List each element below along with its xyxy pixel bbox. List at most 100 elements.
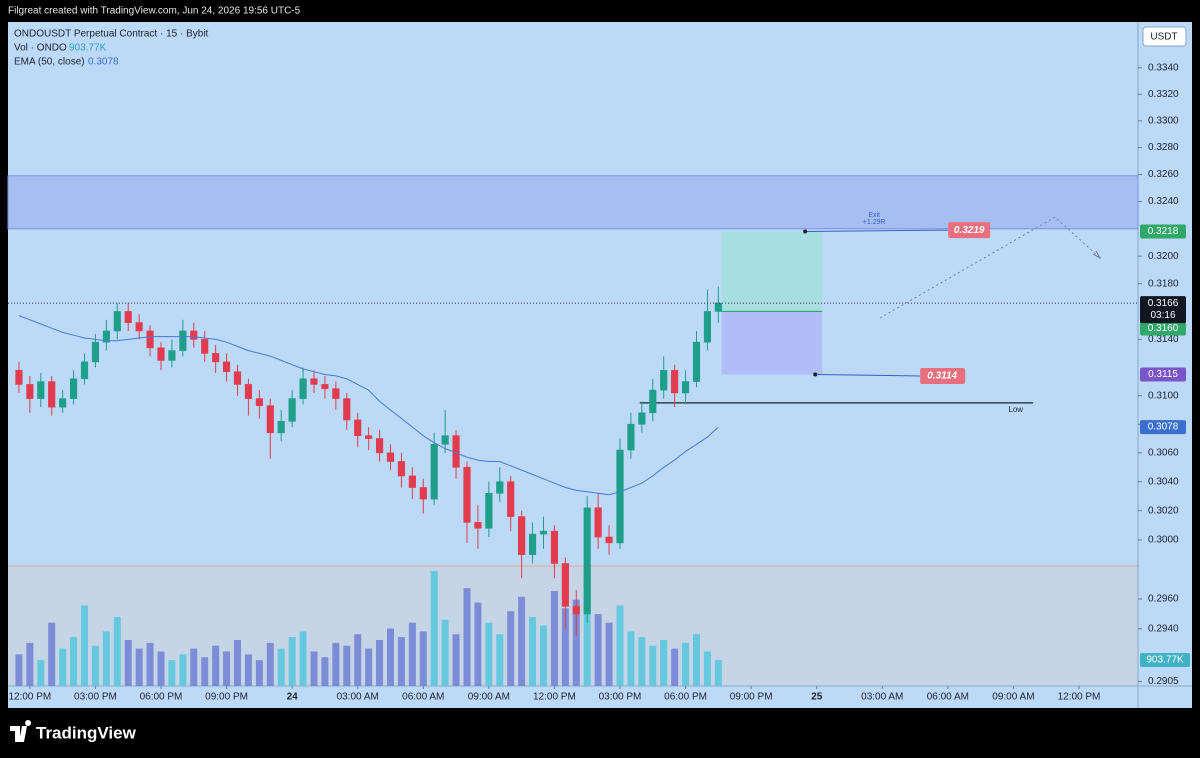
candle-body [48,381,56,408]
candle-body [671,369,679,394]
stop-tag [920,367,966,384]
ema-line [18,315,719,496]
volume-bar [430,570,438,686]
volume-bar [529,616,537,686]
y-tick-label: 0.3060 [1148,448,1179,459]
logo-text: TradingView [36,723,137,742]
volume-bar [616,605,624,686]
volume-bar [179,654,187,686]
volume-bar [583,573,591,686]
candle-body [168,350,176,361]
footer-logo: TradingView [10,720,137,742]
y-tick-label: 0.3260 [1148,169,1179,180]
candle-body [59,398,67,408]
x-tick-label: 09:00 AM [468,692,510,703]
volume-bar [561,608,569,686]
candle-body [222,361,231,373]
ema-legend-value: 0.3078 [88,57,119,68]
x-tick-label: 12:00 PM [8,692,51,703]
candle-body [365,435,373,439]
x-tick-label: 09:00 PM [730,692,773,703]
candle-body [91,341,100,363]
volume-legend: Vol · ONDO [14,43,67,54]
volume-bar [26,642,34,686]
y-tick-label: 0.3340 [1148,62,1179,73]
x-tick-label: 06:00 PM [140,692,183,703]
volume-bar [332,642,340,686]
x-tick-label: 06:00 AM [927,692,969,703]
candle-body [69,378,78,399]
volume-bar [474,602,482,686]
volume-bar [212,645,220,686]
x-tick-label: 03:00 PM [74,692,117,703]
position-stop-area [721,311,823,375]
target-price-tag [1140,224,1186,239]
candle-body [157,347,165,361]
candle-body [135,322,143,332]
candle-body [616,449,624,544]
volume-bar [343,645,351,686]
candle-body [179,330,187,351]
volume-bar [452,634,460,686]
volume-bar [310,651,318,686]
stop-callout [815,374,921,377]
r-label: +1.29R [863,219,886,226]
x-tick-label: 06:00 AM [402,692,444,703]
stop-price-tag-text: 0.3115 [1148,369,1178,380]
candle-body [266,405,274,434]
candle-body [561,563,569,607]
volume-bar [48,622,56,686]
supply-zone [7,175,1139,230]
volume-bar [37,660,45,686]
chart-title: ONDOUSDT Perpetual Contract · 15 · Bybit [14,29,209,40]
target-price-tag-text: 0.3218 [1148,226,1179,237]
candle-body [638,412,646,425]
candle-body [299,378,307,399]
candle-body [321,384,329,389]
position-target-area [721,231,823,312]
low-label: Low [1008,405,1023,414]
x-tick-label: 03:00 PM [599,692,642,703]
volume-bar [649,645,657,686]
volume-bar [539,625,547,686]
y-tick-label: 0.3180 [1148,278,1179,289]
volume-bar [255,660,263,686]
volume-bar [518,596,526,686]
y-tick-label: 0.3000 [1148,535,1179,546]
candle-body [594,507,602,538]
candle-body [583,507,591,615]
volume-bar [102,631,110,686]
candle-body [233,371,242,385]
candle-body [627,423,635,451]
candle-body [441,435,449,445]
candle-body [190,330,198,340]
volume-bar [157,651,165,686]
target-callout [805,229,949,232]
volume-bar [124,639,132,686]
candle-body [277,421,285,434]
volume-bar [605,622,613,686]
y-tick-label: 0.3320 [1148,89,1179,100]
volume-bar [223,651,231,686]
header-text: Filgreat created with TradingView.com, J… [8,6,301,17]
volume-bar [81,605,88,686]
candle-body [375,438,384,454]
candle-body [692,341,701,382]
candle-body [80,361,89,380]
target-tag [948,222,991,239]
volume-bar [234,639,241,686]
volume-bar [266,642,274,686]
candle-body [288,398,296,422]
y-tick-label: 0.2940 [1148,623,1179,634]
currency-box[interactable] [1142,26,1187,47]
y-tick-label: 0.3020 [1148,505,1179,516]
candle-body [528,533,537,555]
volume-bar [91,645,99,686]
candle-body [408,475,416,488]
volume-tag [1140,653,1190,668]
x-tick-label: 03:00 AM [337,692,379,703]
currency: USDT [1150,32,1177,43]
candle-body [605,536,613,544]
candle-body [518,516,526,555]
